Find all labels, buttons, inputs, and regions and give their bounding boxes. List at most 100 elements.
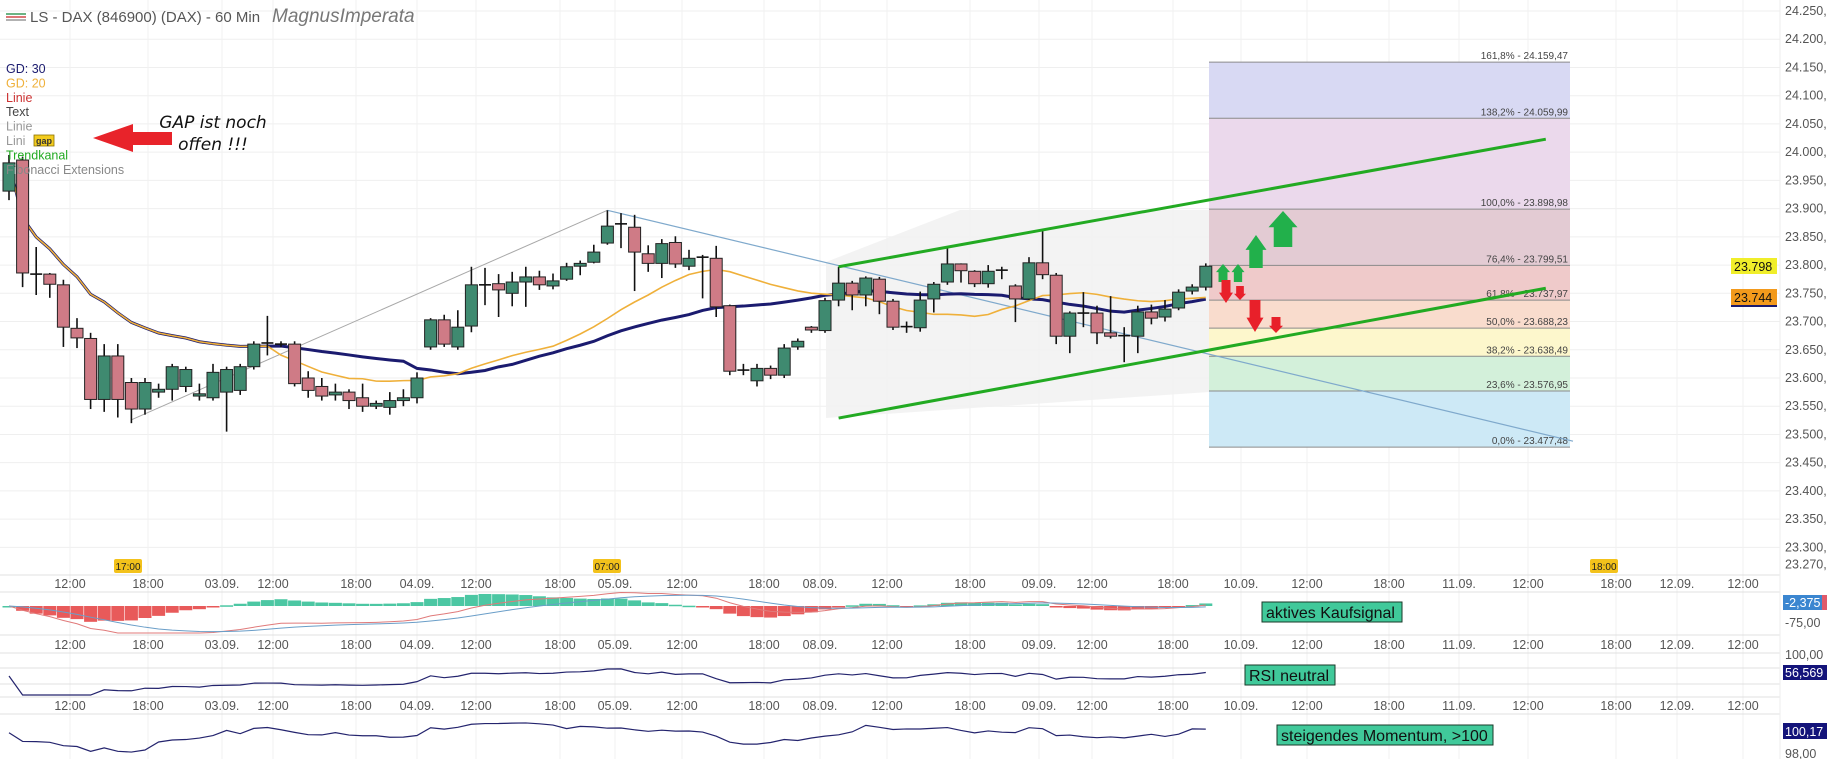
momentum-line: [8, 722, 1206, 753]
time-tick-label: 10.09.: [1224, 577, 1259, 591]
candle: [301, 371, 315, 398]
candle: [479, 267, 491, 306]
macd-histogram-bar: [1022, 603, 1036, 606]
arrow-up-icon: [1245, 235, 1267, 268]
candle: [179, 366, 193, 393]
momentum-value-badge: [1783, 723, 1827, 739]
candle-body: [872, 278, 886, 302]
candle: [872, 276, 886, 315]
candle: [383, 392, 397, 415]
candle-body: [1036, 262, 1050, 276]
candle: [451, 310, 465, 350]
candle: [111, 344, 125, 418]
candle-body: [1199, 265, 1213, 288]
time-tick-label: 18:00: [954, 577, 985, 591]
macd-histogram-bar: [383, 603, 397, 606]
time-tick-label: 12:00: [666, 577, 697, 591]
macd-histogram-bar: [84, 606, 98, 622]
macd-histogram-bar: [111, 606, 125, 621]
rsi-panel: [8, 668, 1206, 696]
macd-histogram-bar: [1131, 606, 1145, 610]
candle-body: [70, 327, 84, 339]
macd-histogram-bar: [519, 595, 533, 606]
time-badge: [593, 559, 621, 573]
trend-channel-lower[interactable]: [838, 286, 1547, 420]
candle: [845, 280, 859, 311]
time-tick-label: 18:00: [340, 699, 371, 713]
macd-panel: [2, 591, 1213, 634]
candle-body: [519, 276, 533, 283]
time-tick-label: 03.09.: [205, 699, 240, 713]
fibonacci-extensions[interactable]: [1209, 62, 1570, 448]
candle: [927, 282, 941, 313]
time-tick-label: 03.09.: [205, 638, 240, 652]
fib-band: [1209, 118, 1570, 210]
macd-histogram-bar: [1036, 604, 1050, 606]
channel-shading: [826, 210, 1209, 418]
time-tick-label: 18:00: [544, 699, 575, 713]
time-tick-label: 18:00: [1157, 699, 1188, 713]
fib-level-label: 138,2% - 24.059,99: [1481, 107, 1569, 118]
time-tick-label: 05.09.: [598, 577, 633, 591]
macd-histogram-bar: [995, 602, 1009, 606]
candle: [206, 363, 220, 401]
trend-line-grey[interactable]: [131, 209, 608, 421]
candle-body: [124, 382, 138, 410]
price-tick-label: 23.400,00: [1785, 484, 1827, 498]
fib-level-label: 161,8% - 24.159,47: [1481, 51, 1569, 62]
candle: [913, 291, 927, 332]
candle-body: [940, 263, 954, 283]
candle: [1131, 305, 1145, 354]
candle: [1022, 257, 1036, 301]
macd-histogram-bar: [668, 604, 682, 607]
time-tick-label: 18:00: [1600, 638, 1631, 652]
time-tick-label: 18:00: [954, 638, 985, 652]
macd-histogram-bar: [750, 606, 764, 618]
candle: [777, 344, 791, 378]
candle-body: [152, 388, 166, 393]
candle-body: [1131, 311, 1145, 337]
gd-price-badge: [1731, 289, 1777, 305]
candle-body: [84, 337, 98, 400]
time-tick-label: 18:00: [954, 699, 985, 713]
macd-histogram-bar: [1076, 606, 1090, 609]
candle-body: [301, 377, 315, 391]
candle: [124, 377, 138, 424]
fibonacci-labels: 161,8% - 24.159,47 138,2% - 24.059,99 100,…: [1209, 51, 1570, 448]
candle-body: [1185, 286, 1199, 292]
candle: [165, 363, 179, 401]
candle: [709, 245, 723, 318]
author-name: MagnusImperata: [272, 6, 415, 27]
price-tick-label: 23.270,00: [1785, 557, 1827, 571]
time-tick-label: 08.09.: [803, 577, 838, 591]
price-tick-label: 23.550,00: [1785, 399, 1827, 413]
candle: [369, 400, 383, 410]
price-axis[interactable]: 24.250,00 24.200,00 24.150,00 24.100,00 24.0…: [1785, 4, 1827, 571]
candle-body: [804, 326, 818, 331]
candle-body: [832, 282, 846, 301]
trend-line-blue[interactable]: [607, 209, 1574, 442]
macd-histogram-bar: [220, 605, 234, 607]
trend-channel-upper[interactable]: [838, 137, 1547, 269]
price-tick-label: 24.250,00: [1785, 4, 1827, 18]
fib-band: [1209, 209, 1570, 266]
fib-band: [1209, 356, 1570, 392]
price-tick-label: 23.500,00: [1785, 427, 1827, 441]
signal-arrows: [1216, 211, 1298, 333]
candle: [261, 315, 274, 356]
candle: [1090, 305, 1104, 345]
candle: [981, 265, 995, 288]
time-tick-label: 12:00: [1076, 638, 1107, 652]
rsi-value: 56,569: [1785, 666, 1823, 680]
macd-histogram-bar: [777, 606, 791, 617]
gap-arrow-icon: [93, 124, 172, 152]
macd-histogram-bar: [451, 597, 465, 606]
candle-body: [179, 369, 193, 387]
rsi-value-badge: [1783, 665, 1827, 680]
arrow-up-icon: [1231, 264, 1245, 282]
candle: [16, 156, 30, 288]
candle: [315, 377, 329, 401]
price-tick-label: 24.100,00: [1785, 89, 1827, 103]
macd-histogram-bar: [845, 605, 859, 607]
